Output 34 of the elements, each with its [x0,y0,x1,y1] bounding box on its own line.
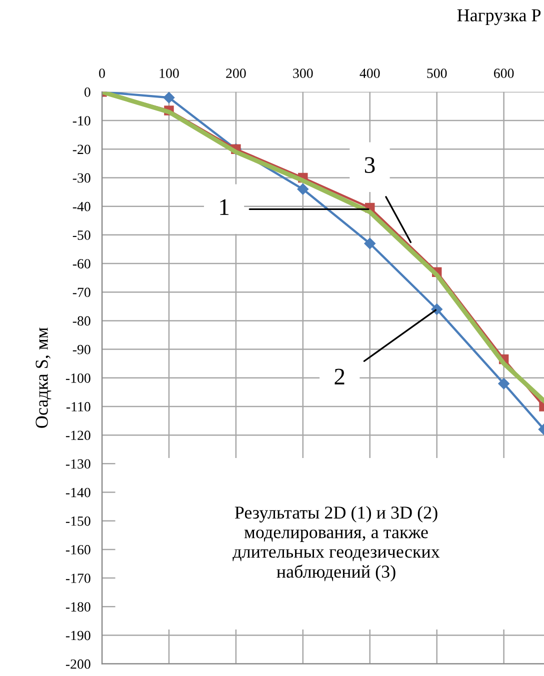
y-tick-label: -100 [66,373,90,383]
annotation: 2 [334,368,344,384]
x-tick-label: 600 [494,68,514,78]
y-tick-label: -110 [66,402,90,412]
y-tick-label: -130 [66,459,90,469]
chart-title: Нагрузка Р [457,9,541,26]
y-tick-label: -150 [66,516,90,526]
y-tick-label: -140 [66,488,90,498]
y-tick-label: -70 [72,288,90,298]
y-tick-label: -170 [66,574,90,584]
y-axis-title: Осадка S, мм [36,328,52,428]
y-tick-label: -40 [72,202,90,212]
y-tick-label: -50 [72,230,90,240]
x-tick-label: 100 [160,68,179,78]
y-tick-label: -90 [72,344,90,354]
annotation: 3 [364,157,375,174]
y-tick-label: 0 [84,88,90,97]
y-tick-label: -20 [72,144,90,154]
y-tick-label: -160 [66,545,90,554]
x-tick-label: 400 [360,68,380,78]
y-tick-label: -30 [72,173,90,183]
x-tick-label: 300 [293,68,313,78]
x-tick-label: 0 [99,68,105,78]
annotation: Результаты 2D (1) и 3D (2) моделирования, а также длительных геодезических наблюдений (3) [232,506,440,582]
y-tick-label: -60 [72,259,90,268]
y-tick-label: -80 [72,316,90,326]
x-tick-label: 200 [226,68,246,78]
y-tick-label: -200 [66,659,90,669]
x-tick-label: 500 [427,68,447,78]
y-tick-label: -180 [66,602,90,612]
y-tick-label: -120 [66,430,90,440]
annotation: 1 [220,199,229,215]
y-tick-label: -190 [66,630,90,640]
y-tick-label: -10 [72,116,90,126]
